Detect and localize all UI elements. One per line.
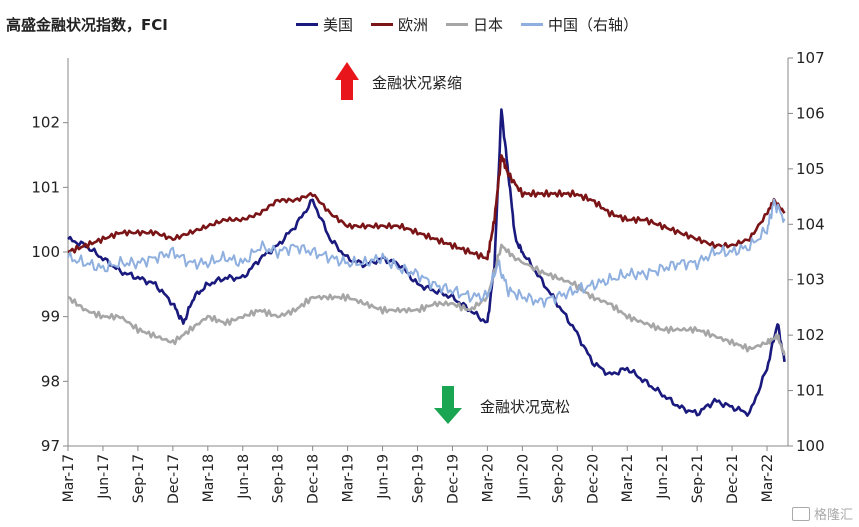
x-tick-label: Dec-21 [725,454,741,504]
x-tick-label: Mar-20 [480,454,496,502]
y-right-tick-label: 107 [796,49,825,67]
series-line-2 [67,243,786,356]
x-tick-label: Jun-21 [655,454,671,500]
x-tick-label: Sep-17 [131,454,147,503]
watermark-logo-icon [791,506,810,521]
tighten-label: 金融状况紧缩 [372,74,463,92]
x-tick-label: Jun-17 [96,454,112,500]
legend-label-china: 中国（右轴） [548,16,639,34]
x-tick-label: Mar-19 [341,454,357,502]
loosen-arrow-icon [434,386,462,424]
y-right-tick-label: 100 [796,437,825,455]
y-right-tick-label: 105 [796,160,825,178]
y-left-tick-label: 102 [31,114,60,132]
x-tick-label: Sep-20 [550,454,566,503]
y-right-tick-label: 104 [796,215,825,233]
y-right-tick-label: 103 [796,271,825,289]
y-left-tick-label: 101 [31,178,60,196]
series-line-3 [67,198,786,308]
legend-item-china: 中国（右轴） [521,14,638,35]
y-right-tick-label: 102 [796,326,825,344]
y-left-tick-label: 98 [41,372,60,390]
x-tick-label: Dec-18 [306,454,322,504]
watermark: 格隆汇 [791,504,853,523]
legend-swatch-china [521,23,544,26]
x-tick-label: Jun-20 [515,454,531,500]
x-tick-label: Mar-22 [760,454,776,502]
legend-item-us: 美国 [296,14,353,35]
x-tick-label: Mar-21 [620,454,636,502]
legend: 美国 欧洲 日本 中国（右轴） [296,14,638,35]
legend-label-us: 美国 [323,16,354,34]
legend-swatch-us [296,23,318,26]
series-line-1 [67,154,786,261]
legend-swatch-japan [446,23,469,26]
x-tick-label: Sep-19 [411,454,427,503]
tighten-arrow-icon [335,62,359,100]
x-tick-label: Jun-19 [376,454,392,500]
legend-item-europe: 欧洲 [371,14,428,35]
series-line-0 [67,108,786,417]
legend-label-europe: 欧洲 [398,16,429,34]
y-right-tick-label: 101 [796,382,825,400]
legend-swatch-europe [371,23,394,26]
x-tick-label: Sep-21 [690,454,706,503]
x-tick-label: Jun-18 [236,454,252,500]
y-left-tick-label: 97 [41,437,60,455]
watermark-text: 格隆汇 [813,508,853,523]
x-tick-label: Mar-17 [61,454,77,502]
x-tick-label: Dec-17 [166,454,182,504]
x-tick-label: Mar-18 [201,454,217,502]
chart-title: 高盛金融状况指数，FCI [6,16,168,34]
legend-item-japan: 日本 [446,14,503,35]
x-tick-label: Sep-18 [271,454,287,503]
x-tick-label: Dec-19 [445,454,461,504]
x-tick-label: Dec-20 [585,454,601,504]
legend-label-japan: 日本 [473,16,504,34]
y-left-tick-label: 100 [31,243,60,261]
y-left-tick-label: 99 [41,308,60,326]
y-right-tick-label: 106 [796,104,825,122]
loosen-label: 金融状况宽松 [480,398,571,416]
